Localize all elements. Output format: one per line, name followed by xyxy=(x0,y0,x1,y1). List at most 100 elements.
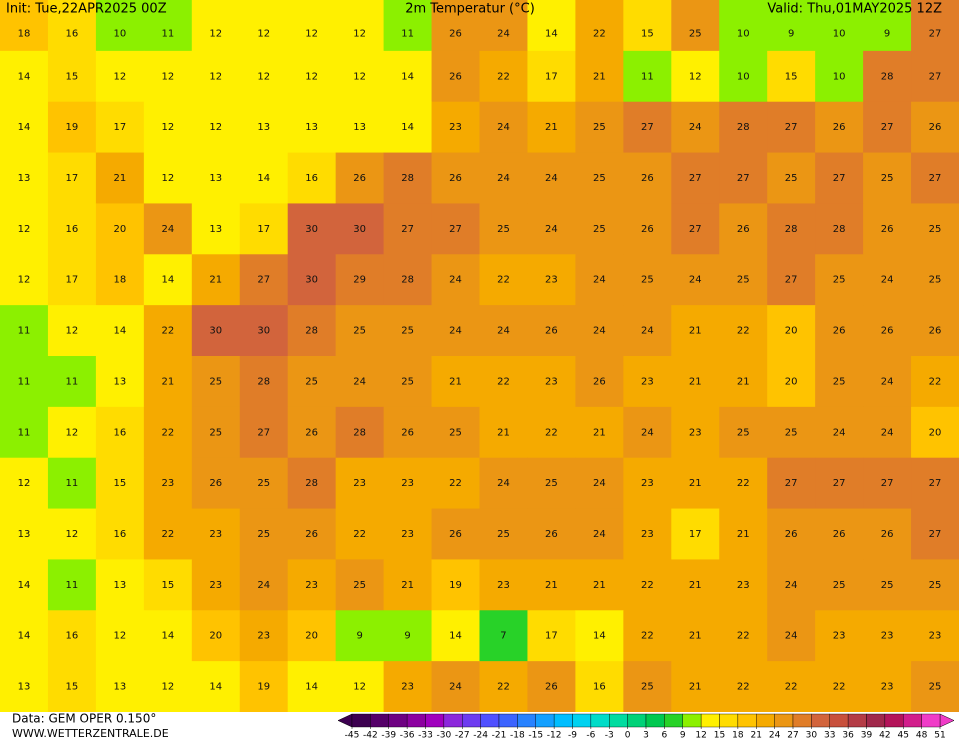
temperature-label: 23 xyxy=(545,275,558,286)
temperature-cell xyxy=(767,406,816,459)
temperature-cell xyxy=(911,254,959,306)
temperature-cell xyxy=(671,610,720,662)
temperature-cell xyxy=(671,0,720,52)
temperature-cell xyxy=(191,203,241,255)
colorbar-swatch xyxy=(903,713,922,728)
temperature-cell xyxy=(287,254,337,306)
temperature-cell xyxy=(815,406,864,459)
temperature-label: 30 xyxy=(257,326,270,337)
temperature-cell xyxy=(143,203,193,255)
temperature-cell xyxy=(287,508,337,560)
temperature-cell xyxy=(239,610,289,662)
temperature-cell xyxy=(191,559,241,611)
temperature-label: 22 xyxy=(929,376,942,387)
colorbar-swatch xyxy=(480,713,500,728)
temperature-cell xyxy=(239,559,289,611)
temperature-label: 25 xyxy=(209,376,222,387)
temperature-label: 9 xyxy=(884,28,890,39)
temperature-label: 9 xyxy=(356,631,362,642)
temperature-cell xyxy=(335,203,385,255)
temperature-cell xyxy=(863,356,912,408)
temperature-cell xyxy=(527,406,576,459)
temperature-label: 26 xyxy=(929,122,942,133)
temperature-label: 24 xyxy=(497,478,510,489)
temperature-cell xyxy=(335,610,385,662)
temperature-cell xyxy=(239,50,289,103)
colorbar-tick-label: 9 xyxy=(680,731,686,741)
colorbar-swatch xyxy=(406,713,426,728)
temperature-cell xyxy=(383,203,433,255)
temperature-label: 12 xyxy=(305,28,318,39)
temperature-label: 25 xyxy=(929,275,942,286)
temperature-label: 25 xyxy=(497,529,510,540)
temperature-label: 16 xyxy=(66,28,79,39)
temperature-label: 22 xyxy=(161,427,174,438)
temperature-cell xyxy=(815,559,864,611)
temperature-label: 26 xyxy=(641,224,654,235)
temperature-cell xyxy=(815,0,864,52)
temperature-cell xyxy=(623,0,672,52)
temperature-label: 12 xyxy=(257,28,270,39)
temperature-label: 16 xyxy=(114,427,127,438)
temperature-label: 13 xyxy=(114,580,127,591)
temperature-cell xyxy=(575,356,624,408)
temperature-label: 28 xyxy=(257,376,270,387)
temperature-cell xyxy=(767,50,816,103)
temperature-cell xyxy=(431,610,480,662)
temperature-label: 27 xyxy=(689,173,702,184)
temperature-cell xyxy=(287,305,337,357)
colorbar-tick-label: -9 xyxy=(568,731,577,741)
colorbar-tick-label: 36 xyxy=(842,731,854,741)
temperature-cell xyxy=(671,152,720,204)
temperature-label: 20 xyxy=(209,631,222,642)
temperature-cell xyxy=(719,101,768,154)
temperature-label: 22 xyxy=(497,682,510,693)
temperature-label: 27 xyxy=(929,28,942,39)
temperature-label: 20 xyxy=(785,376,798,387)
temperature-label: 17 xyxy=(545,71,558,82)
temperature-label: 25 xyxy=(593,122,606,133)
temperature-cell xyxy=(335,152,385,204)
temperature-label: 28 xyxy=(833,224,846,235)
temperature-cell xyxy=(479,661,528,713)
colorbar-tick-label: 39 xyxy=(861,731,873,741)
temperature-label: 25 xyxy=(785,427,798,438)
temperature-label: 27 xyxy=(785,478,798,489)
temperature-cell xyxy=(671,254,720,306)
temperature-cell xyxy=(287,559,337,611)
temperature-label: 25 xyxy=(833,580,846,591)
temperature-cell xyxy=(95,610,145,662)
temperature-label: 24 xyxy=(257,580,270,591)
temperature-cell xyxy=(335,356,385,408)
temperature-cell xyxy=(479,50,528,103)
temperature-label: 22 xyxy=(497,71,510,82)
temperature-cell xyxy=(0,356,49,408)
colorbar-swatch xyxy=(370,713,389,728)
temperature-cell xyxy=(47,203,97,255)
temperature-cell xyxy=(767,0,816,52)
temperature-cell xyxy=(863,254,912,306)
temperature-label: 14 xyxy=(401,122,414,133)
colorbar-swatch xyxy=(498,713,518,728)
temperature-cell xyxy=(815,457,864,510)
temperature-label: 23 xyxy=(209,529,222,540)
temperature-cell xyxy=(863,661,912,713)
temperature-label: 25 xyxy=(401,376,414,387)
temperature-label: 24 xyxy=(497,326,510,337)
temperature-label: 21 xyxy=(593,427,606,438)
temperature-cell xyxy=(191,101,241,154)
temperature-label: 13 xyxy=(257,122,270,133)
temperature-cell xyxy=(527,559,576,611)
temperature-cell xyxy=(719,50,768,103)
temperature-cell xyxy=(431,661,480,713)
temperature-label: 12 xyxy=(161,682,174,693)
temperature-cell xyxy=(815,661,864,713)
temperature-cell xyxy=(479,203,528,255)
colorbar-swatch xyxy=(627,713,647,728)
temperature-cell xyxy=(911,406,959,459)
temperature-cell xyxy=(767,559,816,611)
colorbar-tick-label: 12 xyxy=(695,731,706,741)
colorbar-swatch xyxy=(737,713,757,728)
temperature-label: 26 xyxy=(881,326,894,337)
